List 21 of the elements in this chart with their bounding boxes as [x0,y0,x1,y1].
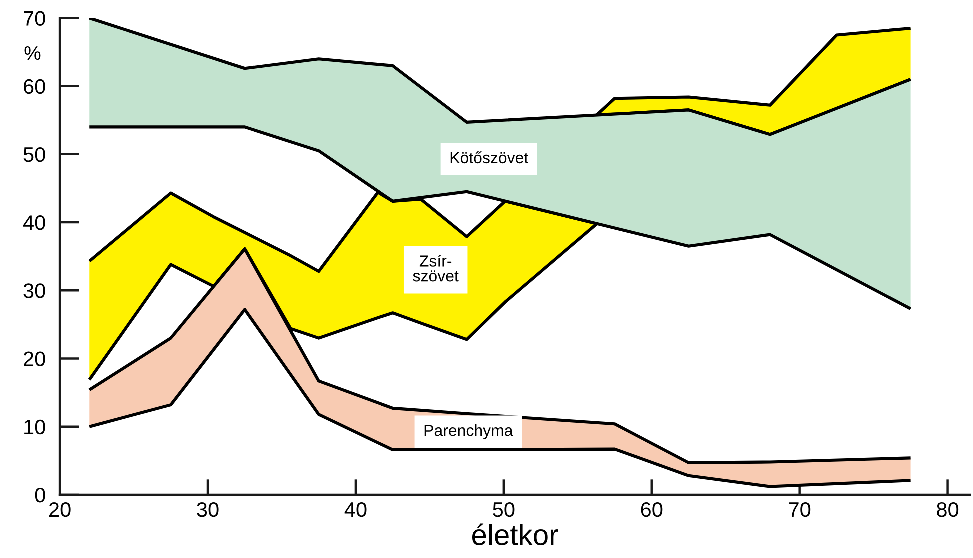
series-label: Zsír- szövet [413,254,459,282]
y-tick-label: 20 [24,352,46,366]
y-tick-label: 70 [24,11,46,26]
series-label: Kötőszövet [450,152,529,164]
y-tick-label: 50 [24,147,46,162]
y-tick-label: 0 [35,488,46,503]
x-tick-label: 50 [493,502,515,518]
x-tick-label: 80 [937,502,959,518]
line-series [88,308,912,488]
y-tick-label: 10 [24,420,46,435]
x-tick-label: 30 [197,502,219,518]
y-tick-label: 40 [23,216,46,230]
x-tick-label: 40 [344,502,367,518]
x-tick-label: 60 [641,502,663,518]
x-tick-label: 70 [789,502,811,518]
series-label: Parenchyma [424,424,514,440]
x-axis-title: életkor [472,524,558,546]
y-tick-label: 30 [24,284,46,298]
x-tick-label: 20 [49,502,71,518]
y-axis-title: % [24,46,41,60]
y-tick-label: 60 [24,79,46,94]
